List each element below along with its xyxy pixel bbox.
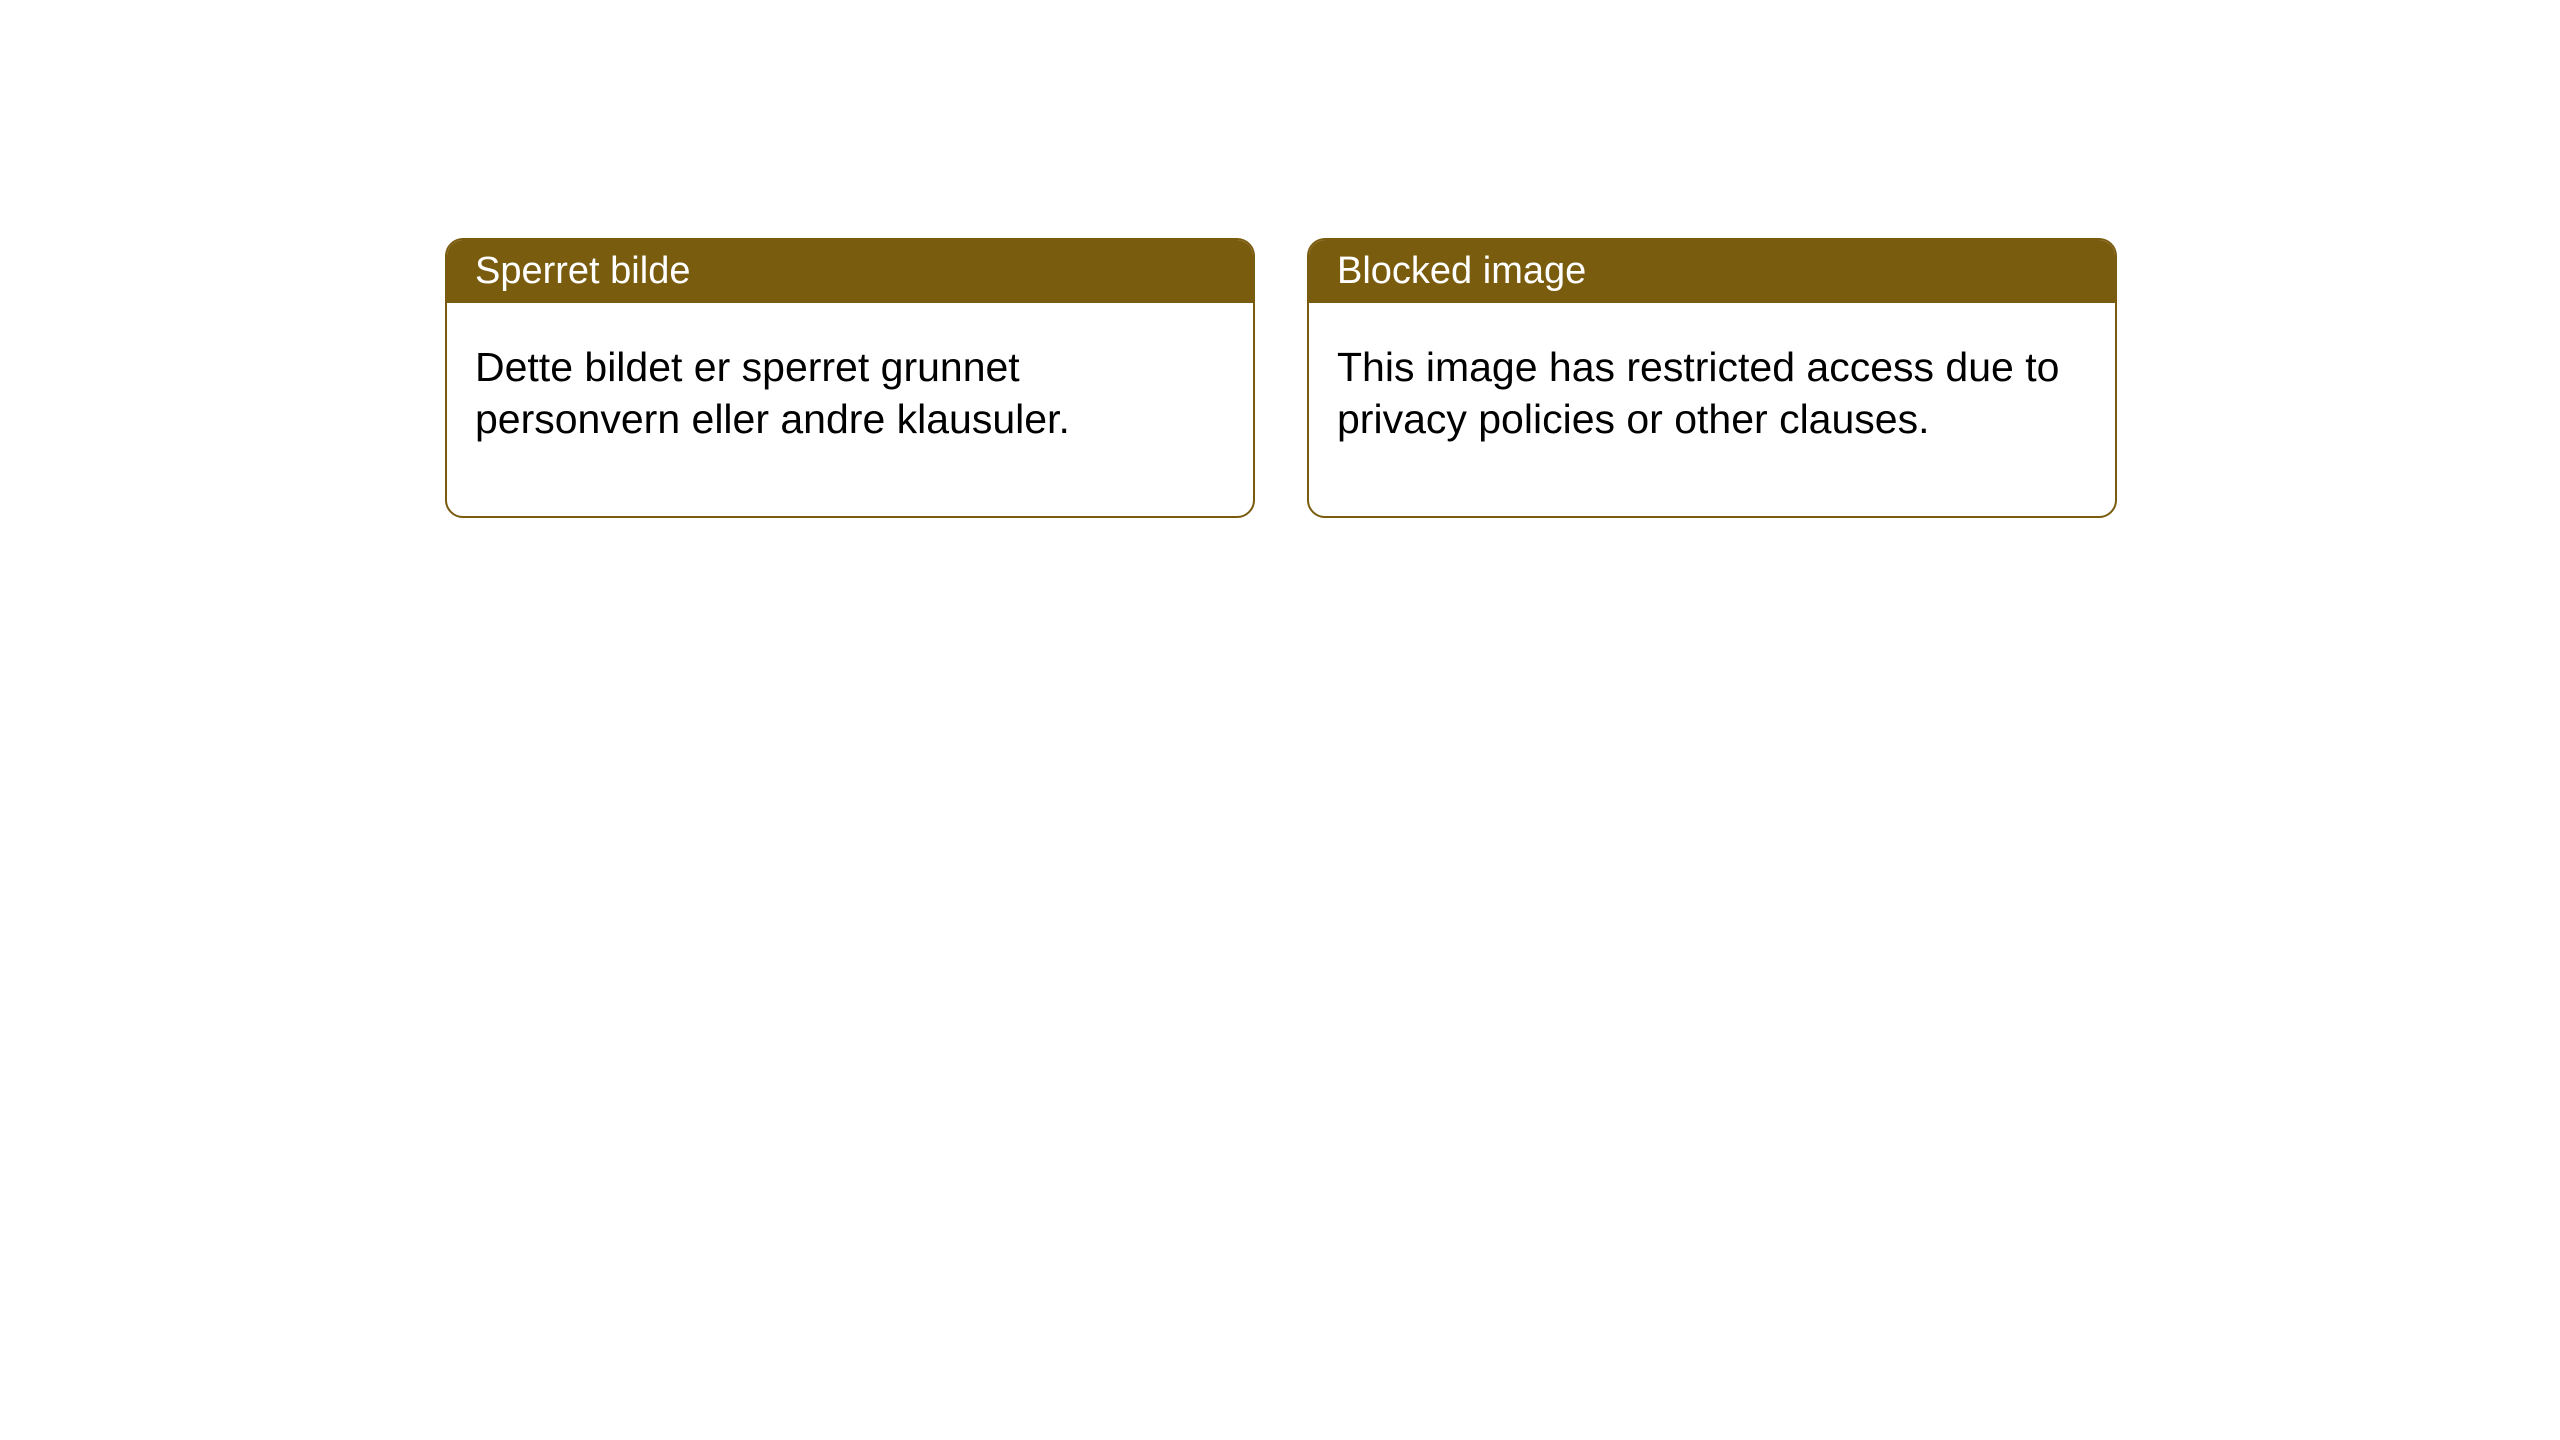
- notice-box-english: Blocked image This image has restricted …: [1307, 238, 2117, 518]
- notice-body: This image has restricted access due to …: [1309, 303, 2115, 516]
- notice-title: Blocked image: [1337, 250, 1586, 292]
- notice-body: Dette bildet er sperret grunnet personve…: [447, 303, 1253, 516]
- notice-text: This image has restricted access due to …: [1337, 344, 2059, 442]
- notice-header: Blocked image: [1309, 240, 2115, 303]
- notice-text: Dette bildet er sperret grunnet personve…: [475, 344, 1070, 442]
- notice-title: Sperret bilde: [475, 250, 690, 292]
- notice-header: Sperret bilde: [447, 240, 1253, 303]
- notice-container: Sperret bilde Dette bildet er sperret gr…: [445, 238, 2117, 518]
- notice-box-norwegian: Sperret bilde Dette bildet er sperret gr…: [445, 238, 1255, 518]
